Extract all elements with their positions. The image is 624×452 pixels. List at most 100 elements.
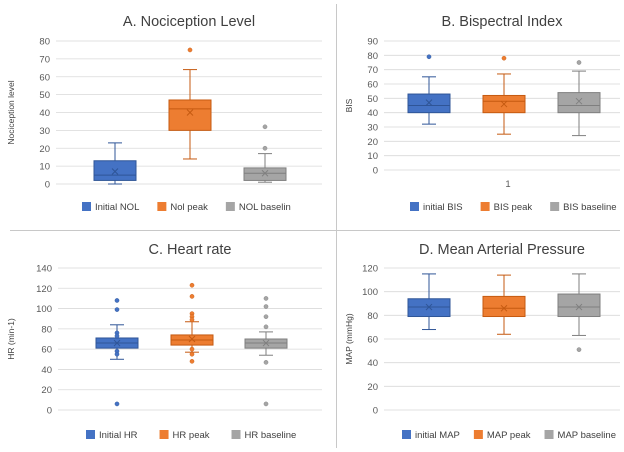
mean-marker-stroke bbox=[188, 335, 196, 343]
legend-swatch bbox=[410, 202, 419, 211]
legend-item: BIS baseline bbox=[550, 202, 617, 213]
box-iqr bbox=[407, 93, 451, 114]
outlier-point bbox=[189, 282, 195, 288]
chart-nociception-level: A. Nociception Level Nociception level 0 10… bbox=[6, 14, 322, 213]
y-tick-label: 60 bbox=[367, 335, 378, 346]
box-map-baseline bbox=[557, 273, 601, 352]
mean-marker-stroke bbox=[575, 97, 583, 105]
legend-label: Initial HR bbox=[99, 430, 138, 441]
legend-label: Nol peak bbox=[170, 202, 208, 213]
legend-label: initial MAP bbox=[415, 430, 460, 441]
y-tick-label: 30 bbox=[367, 123, 378, 134]
y-tick-label: 80 bbox=[367, 311, 378, 322]
outlier-point bbox=[189, 351, 195, 357]
box-initial-nol bbox=[93, 142, 137, 185]
y-tick-label: 30 bbox=[39, 126, 50, 137]
box-initial-map bbox=[407, 273, 451, 331]
mean-marker bbox=[262, 339, 270, 347]
legend-swatch bbox=[544, 430, 554, 439]
y-tick-label: 0 bbox=[47, 406, 52, 417]
y-tick-label: 50 bbox=[39, 90, 50, 101]
outlier-point bbox=[189, 317, 195, 323]
outlier-point bbox=[114, 298, 120, 303]
box-iqr bbox=[482, 295, 526, 318]
y-tick-label: 20 bbox=[367, 137, 378, 148]
chart-title: C. Heart rate bbox=[149, 242, 232, 258]
box-bis-peak bbox=[482, 55, 526, 135]
y-tick-label: 10 bbox=[367, 151, 378, 162]
y-tick-label: 80 bbox=[367, 51, 378, 62]
legend-swatch bbox=[157, 202, 167, 211]
mean-marker bbox=[500, 100, 508, 108]
box-iqr bbox=[243, 167, 287, 181]
y-tick-label: 40 bbox=[367, 108, 378, 119]
legend-swatch bbox=[159, 430, 169, 439]
y-tick-label: 0 bbox=[373, 406, 378, 417]
box-iqr bbox=[93, 160, 137, 181]
y-axis-label: BIS bbox=[344, 98, 354, 112]
outlier-point bbox=[187, 47, 193, 53]
outlier-point bbox=[189, 359, 195, 364]
mean-marker bbox=[186, 109, 194, 116]
y-tick-label: 120 bbox=[362, 264, 378, 275]
y-tick-label: 40 bbox=[367, 358, 378, 369]
box-initial-hr bbox=[95, 298, 139, 407]
legend-item: BIS peak bbox=[480, 202, 532, 213]
mean-marker-stroke bbox=[425, 303, 433, 311]
y-tick-label: 100 bbox=[36, 304, 52, 315]
mean-marker-stroke bbox=[575, 303, 583, 311]
chart-title: A. Nociception Level bbox=[123, 14, 255, 30]
legend-label: initial BIS bbox=[423, 202, 463, 213]
vertical-divider bbox=[336, 4, 337, 448]
outlier-point bbox=[263, 324, 269, 330]
legend-item: Initial HR bbox=[86, 430, 138, 441]
y-tick-label: 20 bbox=[367, 382, 378, 393]
box-bis-baseline bbox=[557, 60, 601, 137]
legend-item: Nol peak bbox=[157, 202, 208, 213]
y-tick-label: 20 bbox=[41, 385, 52, 396]
mean-marker bbox=[425, 99, 433, 106]
legend-item: initial BIS bbox=[410, 202, 463, 213]
box-iqr bbox=[557, 92, 601, 114]
outlier-point bbox=[114, 307, 120, 312]
outlier-point bbox=[114, 351, 120, 357]
y-tick-label: 60 bbox=[367, 80, 378, 91]
mean-marker-stroke bbox=[500, 100, 508, 108]
mean-marker bbox=[111, 168, 119, 175]
mean-marker-stroke bbox=[261, 169, 269, 177]
outlier-point bbox=[263, 401, 269, 407]
chart-title: D. Mean Arterial Pressure bbox=[419, 242, 585, 258]
y-tick-label: 140 bbox=[36, 264, 52, 275]
y-axis-label: HR (min-1) bbox=[6, 318, 16, 360]
legend-swatch bbox=[225, 202, 235, 211]
box-map-peak bbox=[482, 274, 526, 335]
legend-swatch bbox=[473, 430, 483, 439]
y-tick-label: 120 bbox=[36, 284, 52, 295]
box-hr-peak bbox=[170, 282, 214, 364]
box-nol-peak bbox=[168, 47, 212, 160]
outlier-point bbox=[501, 55, 507, 61]
outlier-point bbox=[576, 60, 582, 65]
box-iqr bbox=[557, 293, 601, 318]
y-tick-label: 0 bbox=[373, 166, 378, 177]
y-tick-label: 80 bbox=[39, 37, 50, 48]
horizontal-divider bbox=[10, 230, 620, 231]
legend-label: MAP peak bbox=[487, 430, 531, 441]
legend-item: HR peak bbox=[159, 430, 210, 441]
legend-label: Initial NOL bbox=[95, 202, 139, 213]
box-nol-baselin bbox=[243, 124, 287, 183]
mean-marker-stroke bbox=[500, 304, 508, 312]
outlier-point bbox=[263, 304, 269, 309]
y-tick-label: 70 bbox=[367, 65, 378, 76]
outlier-point bbox=[262, 145, 268, 151]
legend-label: NOL baselin bbox=[239, 202, 291, 213]
legend-swatch bbox=[550, 202, 560, 211]
legend-item: NOL baselin bbox=[225, 202, 291, 213]
y-tick-label: 10 bbox=[39, 162, 50, 173]
mean-marker bbox=[113, 339, 121, 347]
legend-label: MAP baseline bbox=[558, 430, 616, 441]
mean-marker bbox=[575, 97, 583, 105]
mean-marker bbox=[261, 169, 269, 177]
mean-marker bbox=[188, 335, 196, 343]
y-tick-label: 50 bbox=[367, 94, 378, 105]
